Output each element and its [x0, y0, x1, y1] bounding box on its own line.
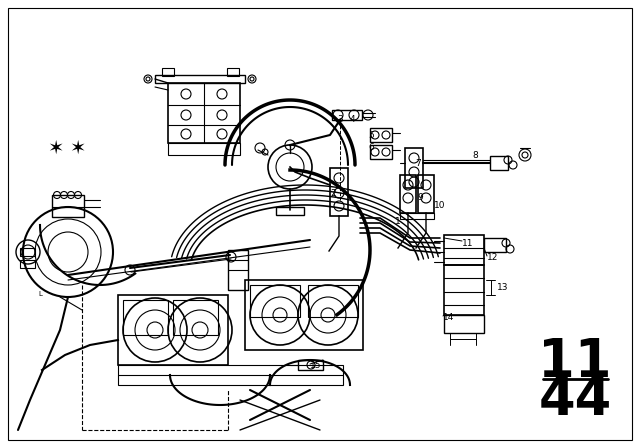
Bar: [245, 280, 363, 350]
Bar: [400, 213, 434, 219]
Text: L: L: [38, 291, 42, 297]
Text: 13: 13: [497, 283, 509, 292]
Text: 44: 44: [538, 374, 612, 426]
Bar: [162, 68, 174, 76]
Bar: [298, 360, 323, 370]
Text: 9: 9: [417, 194, 423, 202]
Text: ✶: ✶: [47, 138, 63, 158]
Text: 7: 7: [415, 159, 420, 168]
Bar: [400, 175, 416, 213]
Text: ✶: ✶: [69, 138, 85, 158]
Text: 10: 10: [434, 201, 445, 210]
Text: 14: 14: [443, 314, 454, 323]
Bar: [444, 265, 484, 315]
Bar: [490, 156, 508, 170]
Bar: [227, 68, 239, 76]
Bar: [418, 175, 434, 213]
Bar: [405, 148, 423, 188]
Text: 2: 2: [330, 189, 335, 198]
Bar: [52, 195, 84, 217]
Bar: [484, 238, 506, 252]
Bar: [444, 315, 484, 333]
Bar: [332, 110, 362, 120]
Text: 8: 8: [472, 151, 477, 159]
Bar: [250, 285, 300, 317]
Bar: [123, 300, 168, 335]
Bar: [228, 250, 248, 290]
Text: 3: 3: [337, 116, 343, 125]
Bar: [444, 235, 484, 265]
Bar: [118, 295, 228, 365]
Bar: [168, 83, 240, 143]
Text: 6: 6: [368, 143, 374, 152]
Text: 12: 12: [487, 254, 499, 263]
Bar: [370, 128, 392, 142]
Bar: [173, 300, 218, 335]
Text: 15: 15: [310, 362, 321, 370]
Bar: [276, 207, 304, 215]
Bar: [20, 260, 35, 268]
Bar: [118, 365, 343, 385]
Bar: [308, 285, 358, 317]
Text: 11: 11: [462, 238, 474, 247]
Bar: [370, 145, 392, 159]
Bar: [20, 248, 35, 256]
Bar: [330, 168, 348, 216]
Text: 11: 11: [538, 336, 612, 388]
Text: 1: 1: [395, 217, 401, 227]
Text: 5: 5: [368, 130, 374, 139]
Bar: [168, 143, 240, 155]
Text: 4: 4: [350, 116, 356, 125]
Bar: [155, 75, 245, 83]
